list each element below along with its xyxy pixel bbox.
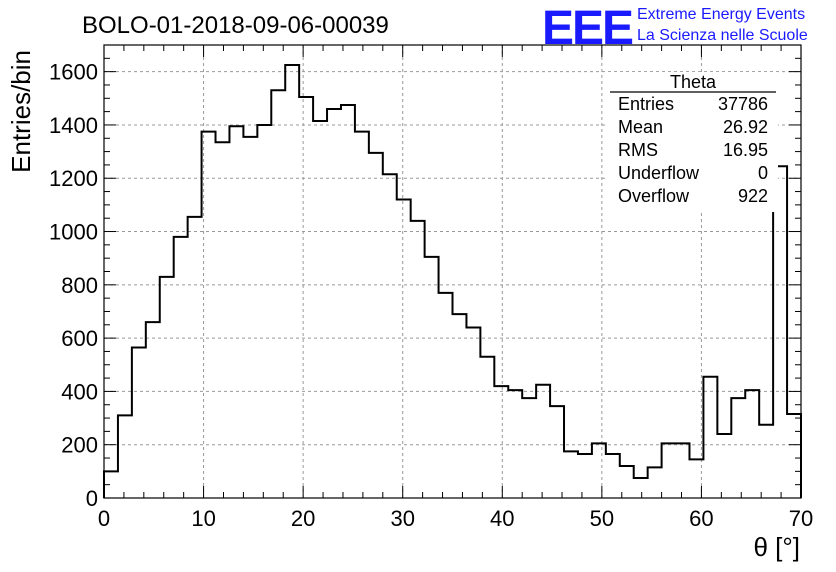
y-tick-label: 1600: [49, 60, 98, 85]
y-tick-labels: 0 200 400 600 800 1000 1200 1400 1600: [49, 60, 98, 511]
x-tick-label: 30: [390, 506, 414, 531]
y-tick-label: 200: [61, 433, 98, 458]
y-tick-label: 0: [86, 486, 98, 511]
x-tick-label: 10: [191, 506, 215, 531]
eee-logo-mark: EEE: [542, 2, 633, 55]
stats-value-underflow: 0: [758, 163, 768, 183]
x-tick-label: 50: [590, 506, 614, 531]
x-tick-label: 0: [98, 506, 110, 531]
y-tick-label: 1400: [49, 113, 98, 138]
stats-label-underflow: Underflow: [618, 163, 700, 183]
y-tick-label: 1200: [49, 166, 98, 191]
x-tick-labels: 0 10 20 30 40 50 60 70: [98, 506, 813, 531]
stats-label-overflow: Overflow: [618, 186, 690, 206]
stats-label-entries: Entries: [618, 94, 674, 114]
logo-line-2: La Scienza nelle Scuole: [637, 27, 808, 44]
y-tick-label: 800: [61, 273, 98, 298]
chart-title: BOLO-01-2018-09-06-00039: [82, 12, 389, 39]
stats-value-rms: 16.95: [723, 140, 768, 160]
logo-line-1: Extreme Energy Events: [637, 6, 805, 23]
histogram-outline: [103, 63, 802, 498]
x-axis-title: θ [°]: [753, 532, 800, 562]
y-tick-label: 600: [61, 326, 98, 351]
stats-box: Theta Entries 37786 Mean 26.92 RMS 16.95…: [608, 72, 778, 212]
stats-label-mean: Mean: [618, 117, 663, 137]
x-tick-label: 60: [689, 506, 713, 531]
y-tick-label: 1000: [49, 220, 98, 245]
histogram: [103, 63, 802, 498]
grid-lines: [104, 45, 801, 498]
stats-label-rms: RMS: [618, 140, 658, 160]
x-tick-label: 20: [291, 506, 315, 531]
stats-title: Theta: [670, 72, 717, 92]
y-tick-label: 400: [61, 379, 98, 404]
axis-ticks: [103, 44, 802, 499]
stats-value-entries: 37786: [718, 94, 768, 114]
stats-value-mean: 26.92: [723, 117, 768, 137]
x-tick-label: 40: [490, 506, 514, 531]
stats-box-background: [608, 72, 778, 212]
x-tick-label: 70: [789, 506, 813, 531]
y-axis-title: Entries/bin: [6, 50, 36, 173]
stats-value-overflow: 922: [738, 186, 768, 206]
